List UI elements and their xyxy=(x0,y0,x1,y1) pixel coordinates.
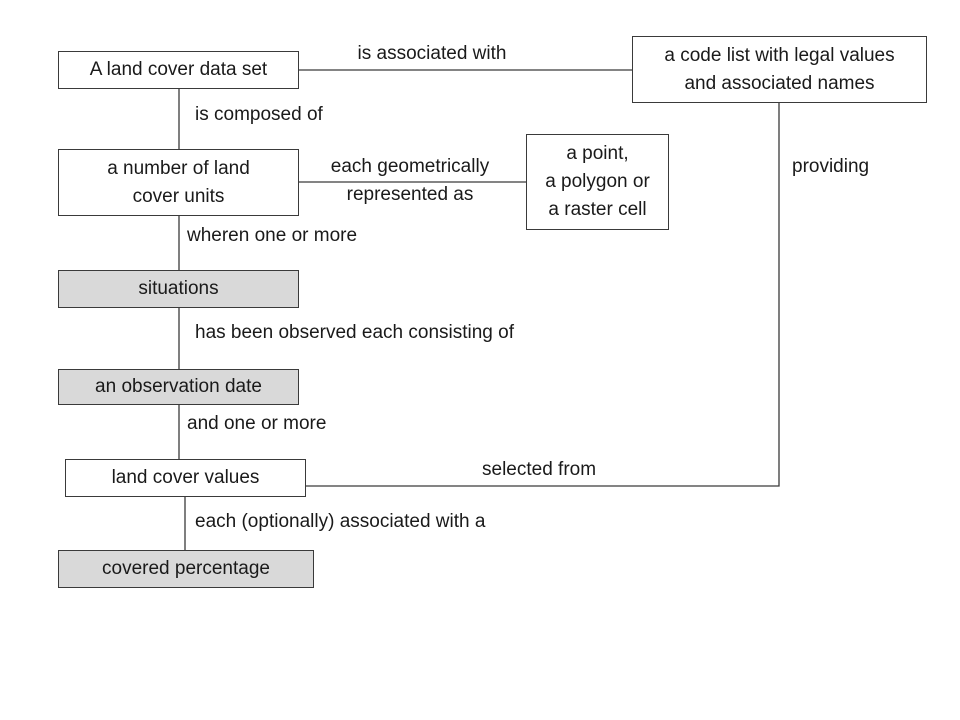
label-wheren-one-or-more: wheren one or more xyxy=(187,225,358,246)
land-cover-values-box: land cover values xyxy=(65,459,306,497)
covered-percentage-box: covered percentage xyxy=(58,550,314,588)
label-geometrically-represented: each geometrically represented as xyxy=(330,156,490,205)
label-optionally-associated: each (optionally) associated with a xyxy=(195,511,486,532)
land-cover-units-box: a number of land cover units xyxy=(58,149,299,216)
observation-date-box: an observation date xyxy=(58,369,299,405)
label-and-one-or-more: and one or more xyxy=(187,413,327,434)
codelist-box: a code list with legal values and associ… xyxy=(632,36,927,103)
label-providing: providing xyxy=(792,156,870,177)
label-is-composed-of: is composed of xyxy=(195,104,323,125)
situations-box: situations xyxy=(58,270,299,308)
label-has-been-observed: has been observed each consisting of xyxy=(195,322,514,343)
line-values-codelist xyxy=(306,103,780,487)
label-is-associated-with: is associated with xyxy=(357,43,507,64)
label-selected-from: selected from xyxy=(482,459,597,480)
dataset-box: A land cover data set xyxy=(58,51,299,89)
geometry-box: a point, a polygon or a raster cell xyxy=(526,134,669,230)
